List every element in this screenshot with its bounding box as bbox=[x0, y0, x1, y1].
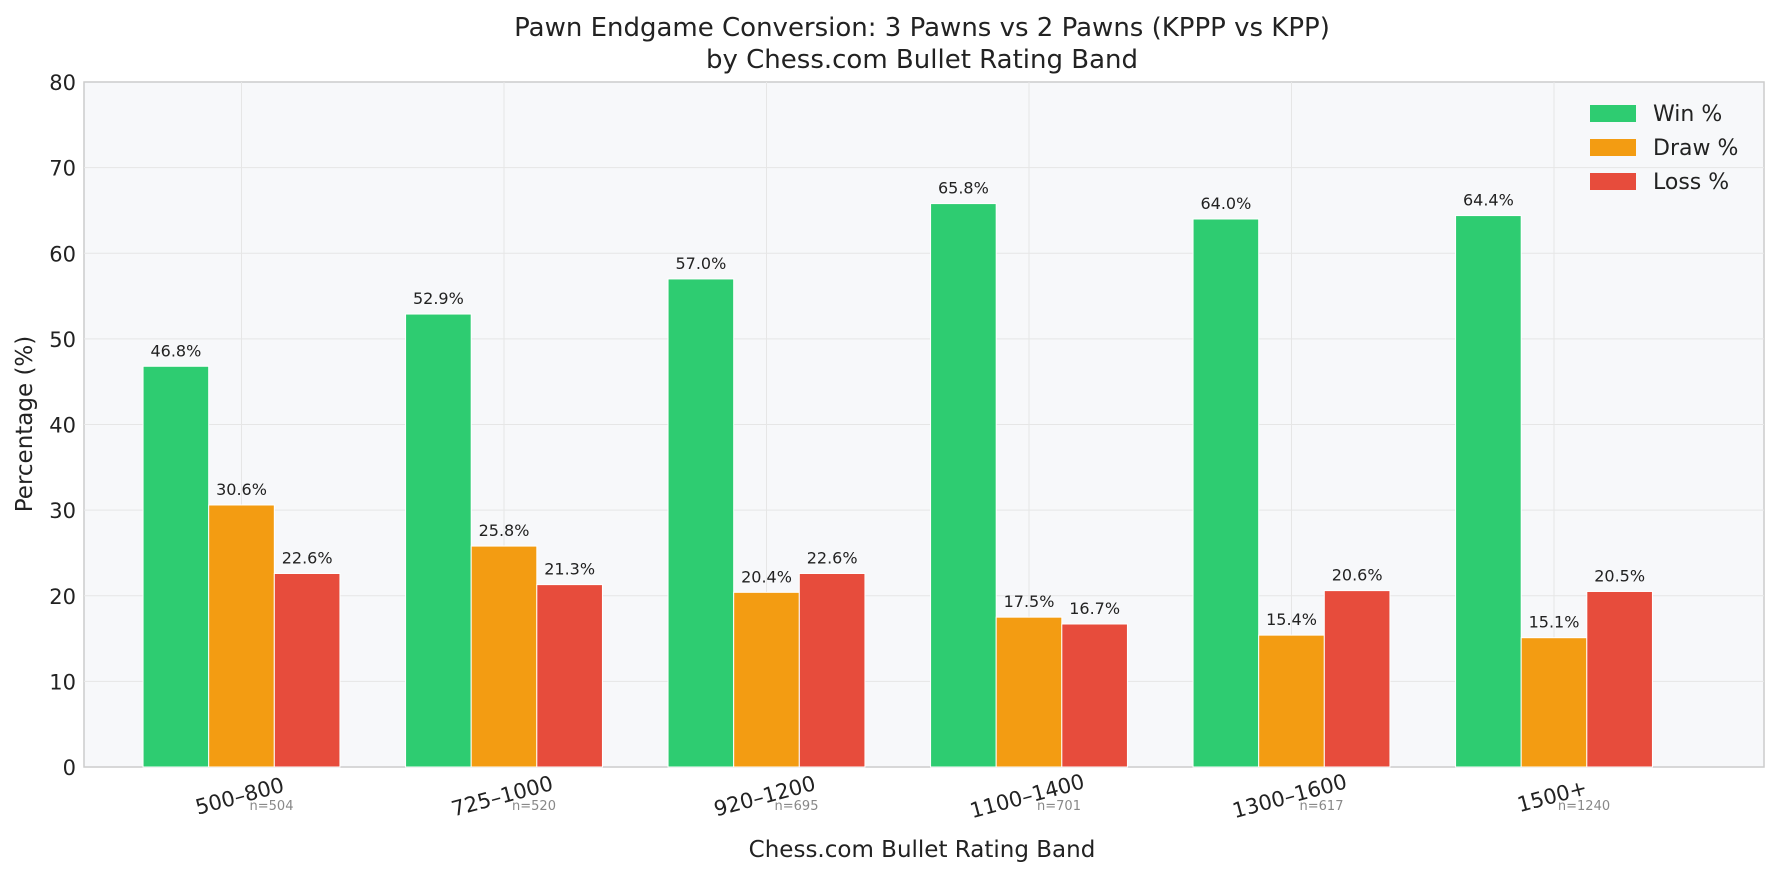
bars-layer bbox=[142, 203, 1653, 768]
bar-loss-3 bbox=[1061, 623, 1128, 768]
bar-win-0 bbox=[142, 365, 210, 768]
value-labels-layer: 46.8% 52.9% 57.0% 65.8% 64.0% 64.4% 30.6% 25.8%… bbox=[150, 179, 1645, 632]
sample-size-label: n=504 bbox=[250, 799, 294, 814]
bar-win-4 bbox=[1192, 218, 1260, 768]
chart-title-line2: by Chess.com Bullet Rating Band bbox=[706, 45, 1138, 75]
bar-draw-0 bbox=[208, 504, 275, 768]
bar-loss-1 bbox=[536, 584, 603, 768]
bar-value-label: 65.8% bbox=[938, 179, 989, 198]
legend-swatch bbox=[1590, 105, 1636, 122]
y-tick-label: 30 bbox=[49, 499, 76, 523]
sample-size-label: n=617 bbox=[1300, 799, 1344, 814]
bar-value-label: 46.8% bbox=[150, 341, 201, 360]
bar-value-label: 20.6% bbox=[1332, 566, 1383, 585]
bar-value-label: 22.6% bbox=[807, 548, 858, 567]
sample-size-label: n=695 bbox=[775, 799, 819, 814]
bar-value-label: 15.1% bbox=[1529, 613, 1580, 632]
bar-draw-5 bbox=[1520, 637, 1588, 768]
bar-draw-4 bbox=[1258, 634, 1325, 768]
sample-size-label: n=520 bbox=[512, 799, 556, 814]
bar-win-5 bbox=[1455, 215, 1522, 768]
y-tick-label: 40 bbox=[49, 414, 76, 438]
sample-size-label: n=701 bbox=[1037, 799, 1081, 814]
y-tick-label: 60 bbox=[49, 242, 76, 266]
bar-draw-3 bbox=[995, 616, 1063, 768]
bar-value-label: 57.0% bbox=[675, 254, 726, 273]
y-tick-label: 70 bbox=[49, 157, 76, 181]
legend-swatch bbox=[1590, 173, 1636, 190]
bar-value-label: 22.6% bbox=[282, 548, 333, 567]
y-tick-label: 20 bbox=[49, 585, 76, 609]
bar-value-label: 15.4% bbox=[1266, 610, 1317, 629]
x-tick-label: 1300–1600 bbox=[1230, 769, 1350, 823]
bar-win-2 bbox=[667, 278, 735, 768]
legend-label: Loss % bbox=[1653, 170, 1729, 195]
bar-win-3 bbox=[930, 203, 997, 768]
bar-value-label: 52.9% bbox=[413, 289, 464, 308]
y-tick-label: 50 bbox=[49, 328, 76, 352]
y-tick-label: 0 bbox=[63, 756, 76, 780]
bar-loss-5 bbox=[1586, 590, 1653, 768]
bar-value-label: 64.0% bbox=[1200, 194, 1251, 213]
bar-value-label: 20.4% bbox=[741, 567, 792, 586]
y-tick-label: 80 bbox=[49, 71, 76, 95]
bar-win-1 bbox=[405, 313, 472, 768]
legend: Win % Draw % Loss % bbox=[1590, 102, 1738, 195]
x-tick-label: 1100–1400 bbox=[967, 769, 1087, 823]
bar-draw-2 bbox=[733, 591, 800, 768]
bar-value-label: 17.5% bbox=[1004, 592, 1055, 611]
sample-size-label: n=1240 bbox=[1558, 799, 1610, 814]
x-axis-label: Chess.com Bullet Rating Band bbox=[749, 837, 1096, 863]
legend-swatch bbox=[1590, 139, 1636, 156]
y-tick-label: 10 bbox=[49, 670, 76, 694]
bar-value-label: 16.7% bbox=[1069, 599, 1120, 618]
legend-label: Draw % bbox=[1653, 136, 1738, 161]
bar-value-label: 30.6% bbox=[216, 480, 267, 499]
chart-title-line1: Pawn Endgame Conversion: 3 Pawns vs 2 Pa… bbox=[514, 13, 1330, 43]
bar-loss-0 bbox=[273, 572, 341, 768]
bar-loss-2 bbox=[798, 572, 866, 768]
bar-value-label: 25.8% bbox=[479, 521, 530, 540]
bar-loss-4 bbox=[1323, 590, 1391, 768]
bar-value-label: 64.4% bbox=[1463, 191, 1514, 210]
bar-draw-1 bbox=[470, 545, 538, 768]
legend-label: Win % bbox=[1653, 102, 1722, 127]
y-axis-label: Percentage (%) bbox=[12, 336, 38, 513]
bar-value-label: 21.3% bbox=[544, 560, 595, 579]
bar-value-label: 20.5% bbox=[1594, 566, 1645, 585]
